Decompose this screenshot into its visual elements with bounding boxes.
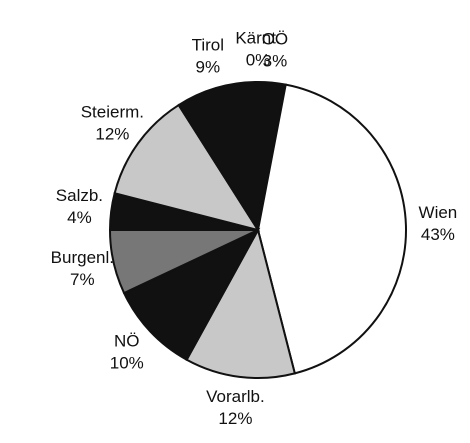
value-label: 12% [218,409,252,428]
pie-slice [256,83,407,375]
value-label: 3% [263,51,288,70]
value-label: 12% [95,125,129,144]
slice-label: Burgenl. [51,248,114,267]
pie-slice [122,227,261,362]
value-label: 7% [70,270,95,289]
value-label: 0% [246,50,271,69]
value-label: 10% [110,354,144,373]
value-label: 4% [67,208,92,227]
slice-label: Wien [419,203,458,222]
pie-slice [113,103,261,232]
value-label: 43% [421,225,455,244]
pie-slice [185,227,297,379]
slice-label: Vorarlb. [206,387,265,406]
slice-label: Salzb. [56,186,103,205]
slice-label: Steierm. [81,103,144,122]
slice-label: NÖ [114,332,140,351]
pie-slice [177,80,259,234]
slice-label: Kärnt. [235,28,280,47]
slice-label: OÖ [262,29,288,48]
slice-label: Tirol [192,36,224,55]
value-label: 9% [195,58,220,77]
